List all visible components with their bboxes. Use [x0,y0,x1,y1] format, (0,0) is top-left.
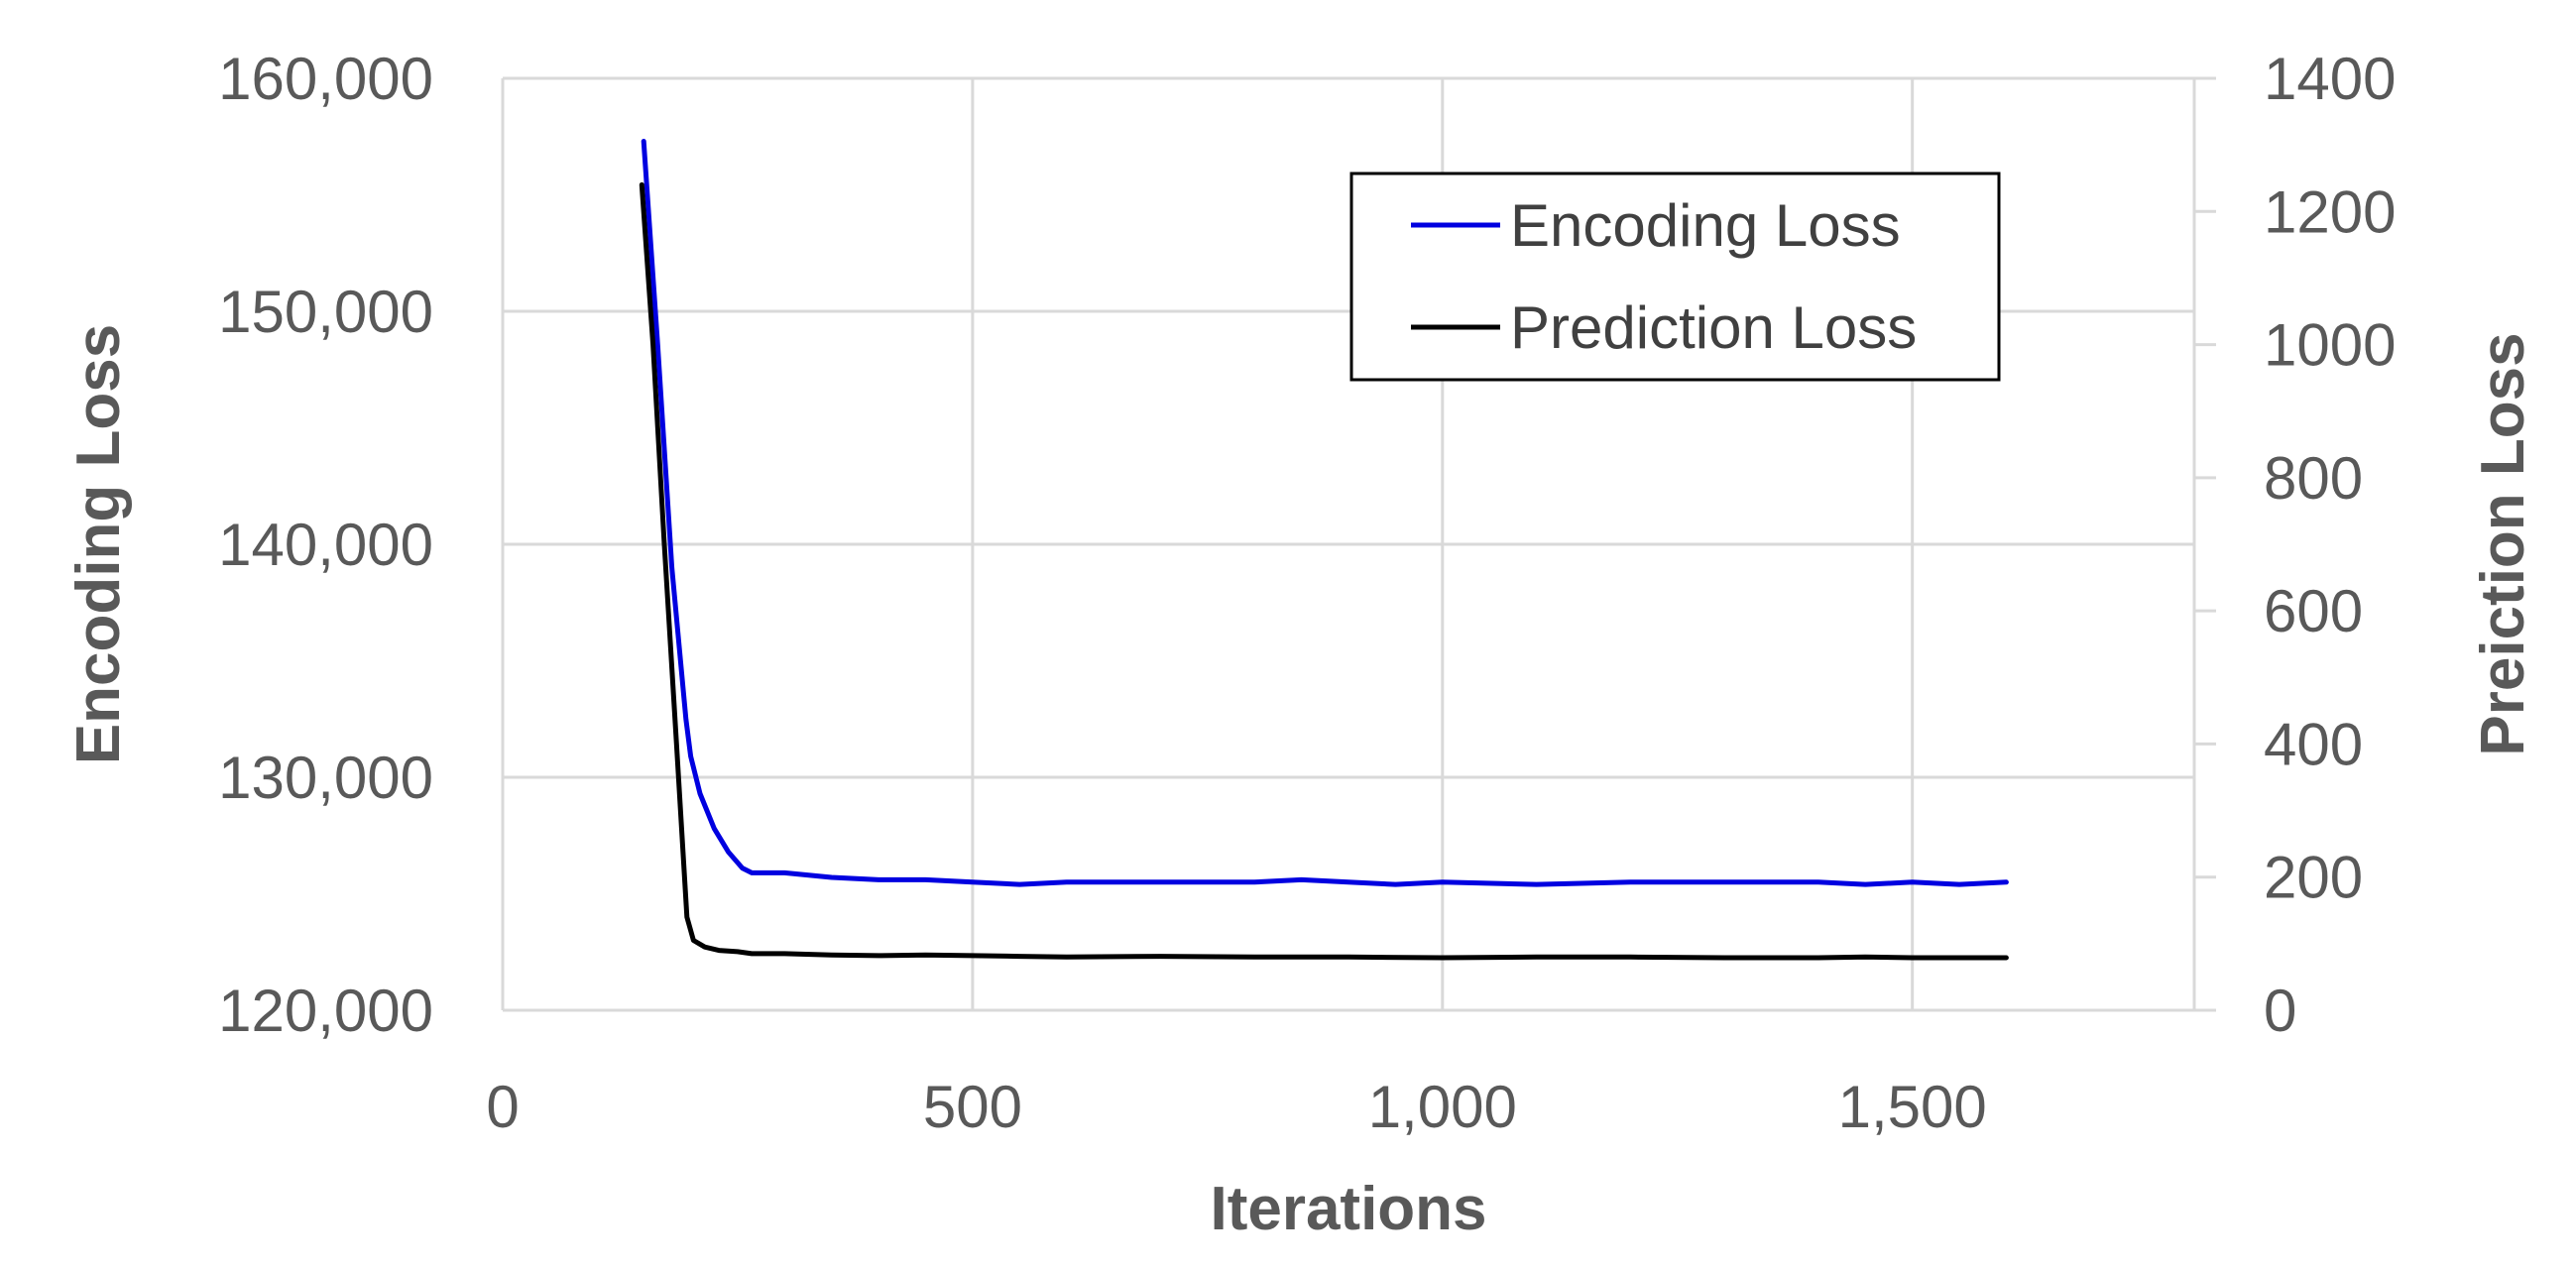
y-tick-label: 120,000 [218,978,433,1044]
y2-tick-label: 400 [2264,711,2363,777]
y2-tick-label: 1200 [2264,178,2396,245]
legend: Encoding Loss Prediction Loss [1349,172,2001,382]
legend-label-prediction-loss: Prediction Loss [1510,294,1917,361]
y-axis-title: Encoding Loss [64,324,133,764]
y2-tick-label: 1000 [2264,312,2396,379]
axes [503,76,2216,1012]
x-tick-label: 1,000 [1368,1074,1517,1140]
gridlines [501,76,2194,1012]
series-line-encoding-loss [641,139,2009,887]
series-line-prediction-loss [639,181,2009,961]
y2-tick-label: 1400 [2264,46,2396,112]
y-tick-label: 130,000 [218,745,433,811]
y-tick-label: 140,000 [218,512,433,578]
legend-label-encoding-loss: Encoding Loss [1510,192,1901,259]
y2-tick-label: 200 [2264,845,2363,911]
y2-axis-title: Preiction Loss [2469,332,2537,755]
x-axis-title: Iterations [1210,1175,1486,1243]
series-lines [639,139,2009,961]
tick-labels: 120,000 130,000 140,000 150,000 160,000 0 500 1… [218,46,2396,1140]
y-tick-label: 160,000 [218,46,433,112]
y-tick-label: 150,000 [218,279,433,345]
x-tick-label: 1,500 [1838,1074,1987,1140]
legend-box [1349,172,2001,382]
x-tick-label: 500 [923,1074,1022,1140]
y2-tick-label: 600 [2264,578,2363,644]
y2-tick-label: 0 [2264,978,2296,1044]
x-tick-label: 0 [486,1074,519,1140]
y2-tick-label: 800 [2264,445,2363,512]
